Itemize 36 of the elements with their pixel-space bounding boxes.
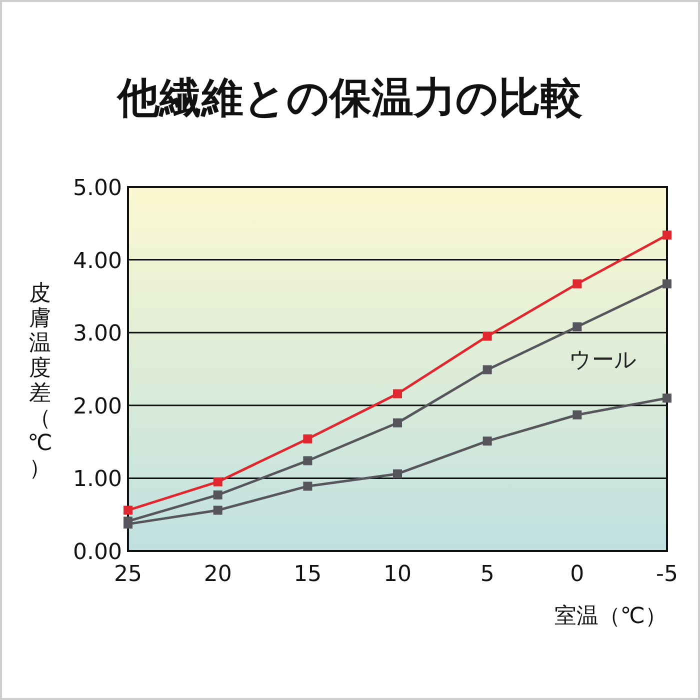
x-tick-label: 0 (570, 562, 584, 587)
y-tick-label: 1.00 (73, 467, 122, 492)
point (124, 506, 132, 515)
point (393, 469, 402, 478)
point (213, 490, 222, 500)
y-tick-label: 4.00 (73, 248, 122, 274)
point (572, 410, 582, 420)
y-tick-label: 0.00 (73, 540, 122, 565)
point (303, 434, 312, 444)
point (482, 332, 492, 341)
y-tick-label: 5.00 (73, 176, 122, 201)
point (662, 230, 672, 240)
point (213, 477, 222, 486)
point (662, 394, 672, 403)
point (482, 365, 492, 374)
chart-title: 他繊維との保温力の比較 (116, 73, 582, 122)
y-tick-label: 2.00 (73, 394, 122, 420)
point (303, 456, 312, 466)
point (572, 279, 582, 288)
point (572, 322, 582, 332)
x-axis-title: 室温（℃） (554, 604, 667, 629)
y-tick-label: 3.00 (73, 322, 122, 347)
y-axis-title: 皮膚温度差（℃） (28, 281, 52, 481)
point (303, 482, 312, 491)
x-tick-label: -5 (656, 562, 678, 587)
series-label: ウール (569, 348, 638, 373)
x-tick-label: 15 (294, 562, 322, 587)
point (393, 389, 402, 398)
point (662, 279, 672, 288)
x-tick-label: 5 (480, 562, 494, 587)
x-tick-label: 10 (384, 562, 412, 587)
x-tick-label: 20 (204, 562, 232, 587)
point (393, 418, 402, 428)
point (482, 436, 492, 446)
x-tick-label: 25 (114, 562, 142, 587)
point (213, 506, 222, 515)
